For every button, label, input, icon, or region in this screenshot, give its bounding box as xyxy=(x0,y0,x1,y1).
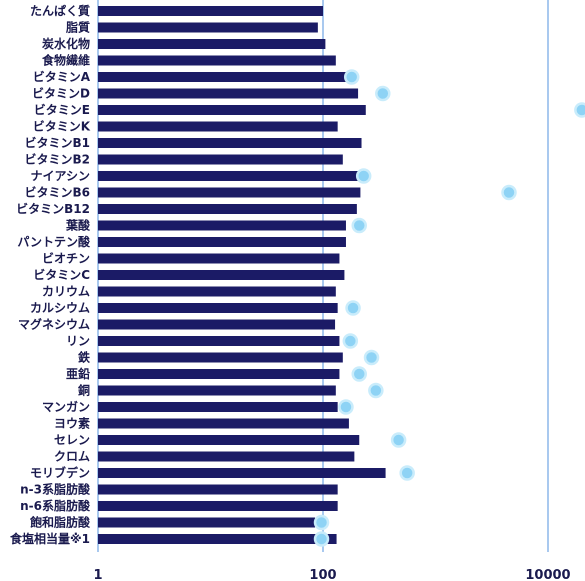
bar xyxy=(98,72,348,82)
bar xyxy=(98,468,386,478)
category-label: 飽和脂肪酸 xyxy=(29,515,91,530)
marker-dot xyxy=(574,102,585,118)
category-label: 脂質 xyxy=(65,20,90,35)
category-label: ビタミンK xyxy=(33,119,91,134)
bar xyxy=(98,88,359,99)
bar xyxy=(98,319,336,330)
bar xyxy=(98,484,338,495)
x-tick-label: 1 xyxy=(93,568,102,581)
markers xyxy=(313,69,585,547)
bar xyxy=(98,6,323,16)
bar xyxy=(98,55,336,66)
category-label: 銅 xyxy=(77,383,90,398)
category-label: ビタミンB1 xyxy=(25,135,91,150)
category-label: n-3系脂肪酸 xyxy=(20,482,91,497)
bar xyxy=(98,270,345,280)
bar xyxy=(98,105,366,115)
category-label: セレン xyxy=(54,433,90,447)
bar xyxy=(98,253,340,264)
category-label: モリブデン xyxy=(30,465,90,480)
category-label: ヨウ素 xyxy=(54,416,90,431)
category-label: ビタミンA xyxy=(33,69,91,84)
marker-dot xyxy=(343,69,360,85)
category-label: ビタミンD xyxy=(32,86,90,101)
x-tick-label: 100 xyxy=(309,568,336,581)
marker-dot xyxy=(363,349,380,366)
bar xyxy=(98,39,326,49)
bar xyxy=(98,237,346,247)
marker-dot xyxy=(355,168,372,184)
marker-dot xyxy=(313,514,330,531)
x-tick-labels: 1 100 10000 xyxy=(93,568,570,581)
marker-dot xyxy=(313,531,330,547)
marker-dot xyxy=(351,217,367,234)
bar xyxy=(98,303,338,313)
bar xyxy=(98,534,337,544)
bar xyxy=(98,187,361,198)
x-tick-label: 10000 xyxy=(525,568,570,581)
bar xyxy=(98,435,360,445)
bar xyxy=(98,501,338,511)
bars xyxy=(98,6,386,544)
bar xyxy=(98,171,361,181)
category-label: ビタミンB6 xyxy=(25,185,91,200)
category-label: 亜鉛 xyxy=(66,366,90,381)
marker-dot xyxy=(342,333,359,349)
category-labels: たんぱく質脂質炭水化物食物繊維ビタミンAビタミンDビタミンEビタミンKビタミンB… xyxy=(9,3,91,546)
category-label: ビタミンC xyxy=(33,267,90,282)
bar xyxy=(98,517,316,528)
bar xyxy=(98,418,349,429)
bar xyxy=(98,121,338,132)
category-label: 炭水化物 xyxy=(42,36,90,51)
marker-dot xyxy=(345,300,361,316)
bar xyxy=(98,204,357,214)
category-label: 食塩相当量※1 xyxy=(9,531,90,546)
category-label: マンガン xyxy=(42,399,90,414)
category-label: マグネシウム xyxy=(18,317,90,332)
marker-dot xyxy=(338,399,354,415)
bar xyxy=(98,138,362,148)
category-label: 食物繊維 xyxy=(41,53,90,68)
marker-dot xyxy=(501,184,517,201)
bar xyxy=(98,451,355,462)
bar xyxy=(98,336,340,346)
bar xyxy=(98,220,346,231)
marker-dot xyxy=(351,366,367,382)
category-label: ビタミンE xyxy=(34,102,90,117)
marker-dot xyxy=(368,382,384,399)
category-label: n-6系脂肪酸 xyxy=(20,498,91,513)
bar xyxy=(98,22,318,33)
category-label: 葉酸 xyxy=(65,218,91,233)
marker-dot xyxy=(399,465,415,481)
category-label: ビタミンB2 xyxy=(25,152,91,167)
marker-dot xyxy=(375,85,391,102)
category-label: 鉄 xyxy=(78,350,90,365)
bar xyxy=(98,154,343,165)
category-label: ビタミンB12 xyxy=(16,201,90,216)
category-label: たんぱく質 xyxy=(30,3,90,18)
bar xyxy=(98,402,338,412)
category-label: リン xyxy=(66,334,90,348)
category-label: クロム xyxy=(54,450,90,464)
category-label: ビオチン xyxy=(42,251,90,266)
category-label: パントテン酸 xyxy=(17,234,91,249)
bar xyxy=(98,385,336,396)
category-label: カルシウム xyxy=(30,301,90,315)
bar xyxy=(98,352,343,363)
category-label: ナイアシン xyxy=(30,169,90,183)
bar xyxy=(98,286,336,297)
bar xyxy=(98,369,340,379)
category-label: カリウム xyxy=(42,285,90,299)
marker-dot xyxy=(390,432,407,448)
